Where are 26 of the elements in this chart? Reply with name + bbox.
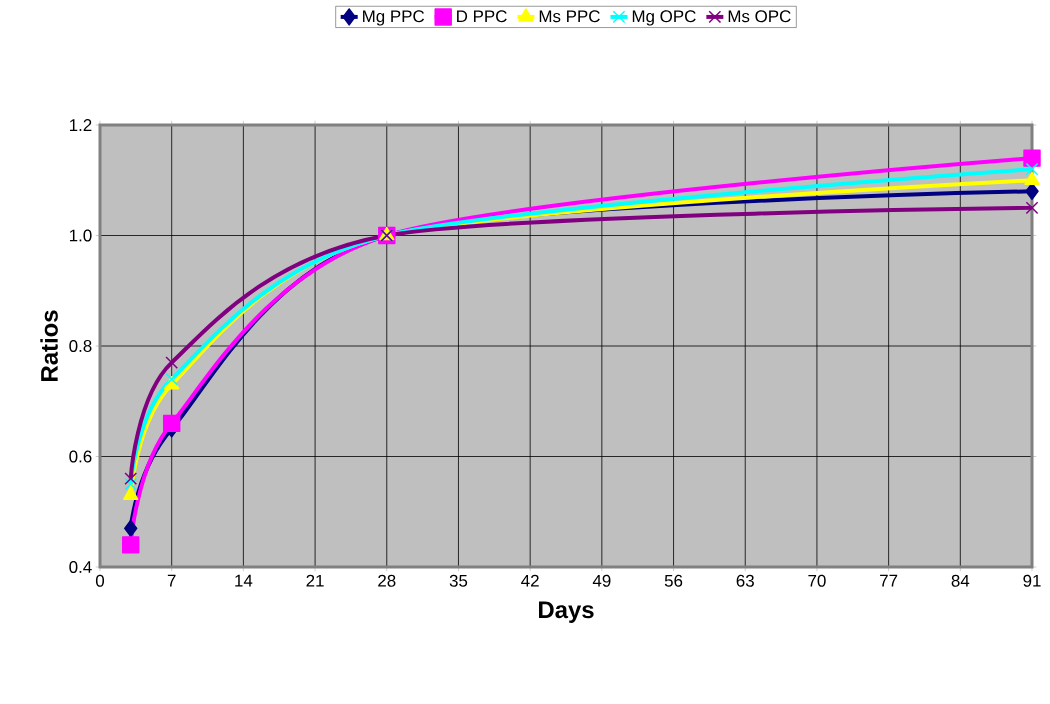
x-tick-label: 77 — [880, 574, 898, 587]
x-tick-label: 0 — [95, 574, 105, 587]
legend-label: Mg OPC — [632, 10, 696, 26]
x-tick-label: 14 — [235, 574, 253, 587]
y-tick-label: 1.0 — [69, 229, 92, 242]
x-tick-label: 56 — [664, 574, 683, 587]
y-tick-label: 0.6 — [69, 450, 92, 463]
x-tick-label: 42 — [521, 574, 539, 587]
y-axis-title: Ratios — [40, 310, 58, 381]
x-axis-title: Days — [539, 601, 594, 623]
legend-label: Ms OPC — [728, 10, 791, 23]
y-tick-label: 0.8 — [69, 340, 92, 352]
x-tick-label: 35 — [449, 574, 468, 587]
x-tick-label: 28 — [378, 574, 396, 587]
x-tick-label: 7 — [167, 574, 176, 587]
legend-label: Mg PPC — [363, 10, 425, 26]
y-tick-label: 1.2 — [69, 119, 92, 131]
legend-label: Ms PPC — [539, 10, 600, 23]
x-tick-label: 21 — [306, 574, 324, 587]
x-tick-label: 91 — [1023, 574, 1041, 587]
legend-label: D PPC — [457, 10, 507, 23]
x-tick-label: 49 — [592, 574, 611, 587]
x-tick-label: 70 — [808, 574, 826, 587]
x-tick-label: 63 — [736, 574, 754, 587]
x-tick-label: 84 — [951, 574, 970, 587]
y-tick-label: 0.4 — [69, 561, 92, 573]
